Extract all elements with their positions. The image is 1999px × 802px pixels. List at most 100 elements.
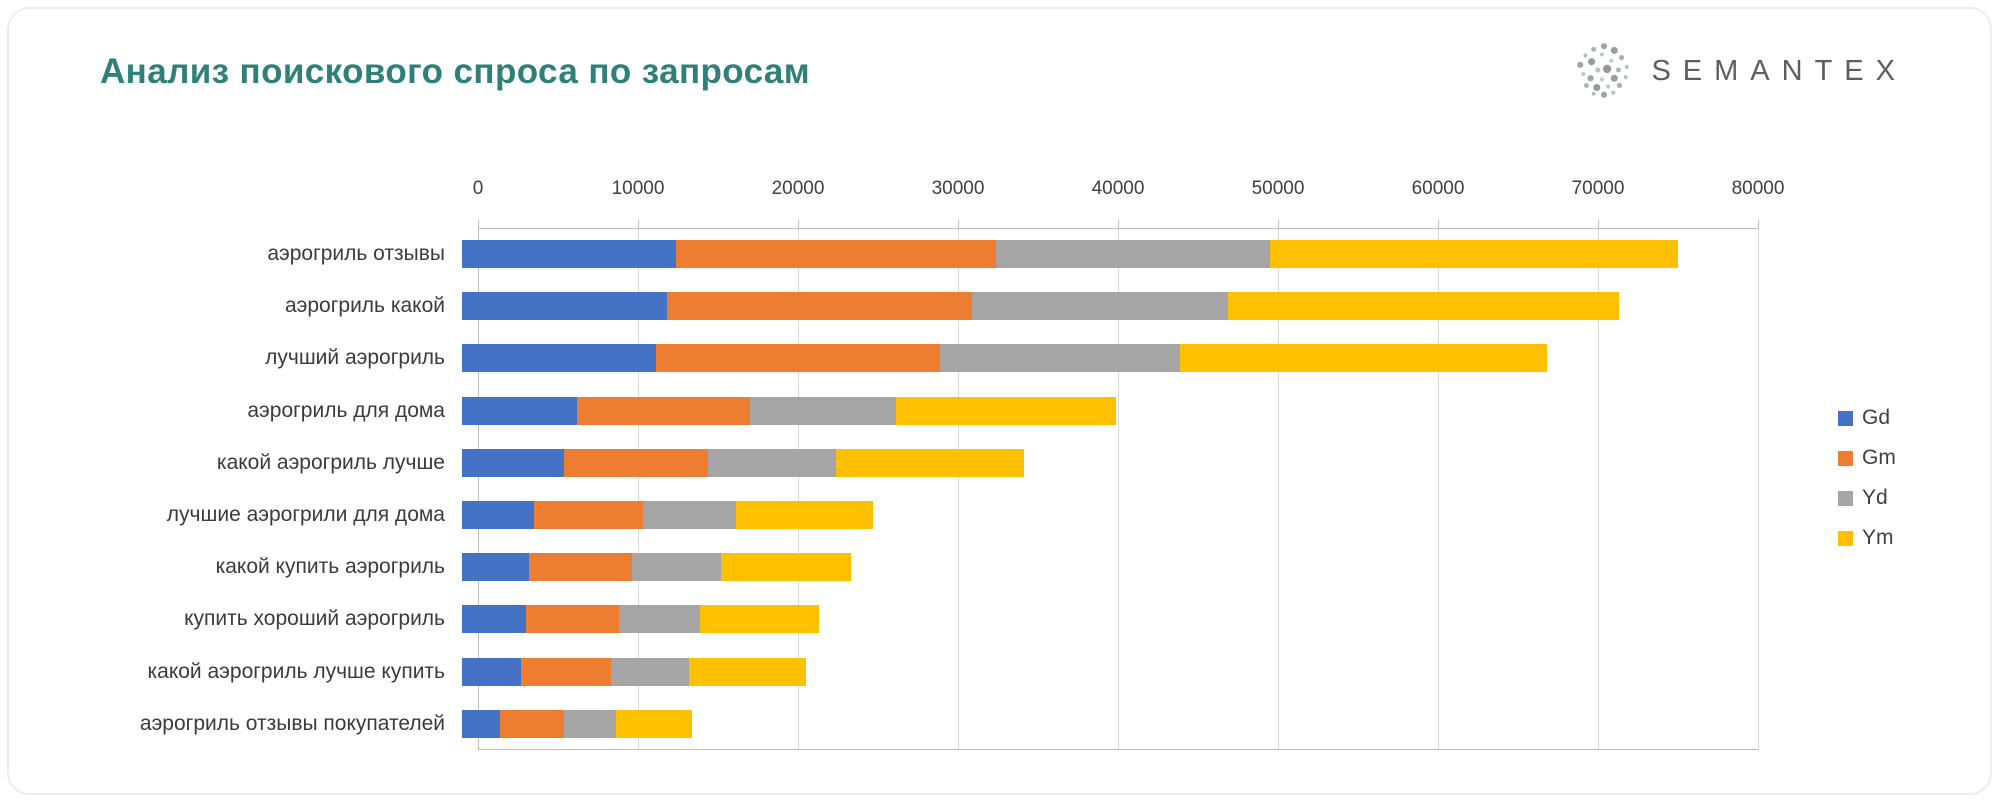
bar-segment-Gm: [521, 657, 611, 686]
x-axis-label: 60000: [1411, 178, 1465, 199]
bar-segment-Yd: [750, 396, 896, 425]
category-label: купить хороший аэрогриль: [184, 607, 445, 631]
axis-tickmark: [1758, 220, 1759, 229]
legend-item-Ym: Ym: [1838, 518, 1896, 558]
bar-segment-Yd: [642, 501, 736, 530]
bar-row: аэрогриль отзывы: [0, 228, 1758, 280]
bar-segment-Gm: [564, 448, 709, 477]
semantex-logo: SEMANTEX: [1573, 40, 1907, 102]
bar-segment-Gm: [500, 709, 565, 738]
category-label: какой аэрогриль лучше купить: [147, 659, 446, 683]
category-label: аэрогриль отзывы: [267, 242, 445, 266]
bar-segment-Ym: [1180, 344, 1547, 373]
x-axis-label: 0: [472, 178, 484, 199]
legend-swatch-icon: [1838, 410, 1853, 426]
x-axis-label: 80000: [1731, 178, 1785, 199]
legend-item-Gm: Gm: [1838, 438, 1896, 478]
bar-track: [462, 657, 1742, 686]
value-axis-line: [478, 229, 479, 749]
bar-segment-Ym: [1228, 292, 1619, 321]
category-label: лучшие аэрогрили для дома: [166, 503, 445, 527]
bar-segment-Yd: [564, 709, 616, 738]
gridline: [1278, 229, 1279, 749]
chart-rows: аэрогриль отзывы аэрогриль какой лучший аэ…: [0, 228, 1758, 750]
bar-segment-Gd: [462, 396, 578, 425]
bar-track: [462, 240, 1742, 269]
bar-segment-Gm: [526, 605, 619, 634]
bar-row: лучшие аэрогрили для дома: [0, 489, 1758, 541]
bar-row: аэрогриль отзывы покупателей: [0, 698, 1758, 750]
axis-tickmark: [958, 220, 959, 229]
x-axis-label: 70000: [1571, 178, 1625, 199]
bar-segment-Gm: [534, 501, 643, 530]
bar-row: аэрогриль какой: [0, 280, 1758, 332]
bar-segment-Gm: [577, 396, 750, 425]
bar-track: [462, 448, 1742, 477]
bar-segment-Gm: [529, 553, 632, 582]
bar-segment-Gd: [462, 240, 677, 269]
bar-row: какой аэрогриль лучше купить: [0, 646, 1758, 698]
page-title: Анализ поискового спроса по запросам: [100, 52, 811, 91]
legend-swatch-icon: [1838, 530, 1853, 546]
bar-segment-Yd: [972, 292, 1229, 321]
bar-segment-Gm: [676, 240, 997, 269]
gridline: [1438, 229, 1439, 749]
gridline: [798, 229, 799, 749]
category-label: аэрогриль отзывы покупателей: [139, 711, 445, 735]
legend-item-Yd: Yd: [1838, 478, 1896, 518]
legend-label: Gm: [1862, 446, 1896, 469]
bar-segment-Gd: [462, 448, 565, 477]
axis-tickmark: [798, 220, 799, 229]
bar-segment-Yd: [618, 605, 701, 634]
bar-track: [462, 553, 1742, 582]
bar-segment-Ym: [689, 657, 806, 686]
category-label: какой аэрогриль лучше: [216, 450, 445, 474]
bar-segment-Ym: [1270, 240, 1678, 269]
bar-segment-Gd: [462, 553, 530, 582]
bar-segment-Gd: [462, 709, 501, 738]
bar-segment-Gd: [462, 501, 534, 530]
bar-segment-Ym: [615, 709, 693, 738]
legend-item-Gd: Gd: [1838, 398, 1896, 438]
legend-label: Yd: [1862, 486, 1888, 509]
x-axis-label: 30000: [931, 178, 985, 199]
bar-segment-Yd: [996, 240, 1270, 269]
bar-segment-Ym: [700, 605, 819, 634]
axis-tickmark: [478, 220, 479, 229]
bar-segment-Gd: [462, 605, 526, 634]
axis-tickmark: [1438, 220, 1439, 229]
legend-label: Ym: [1862, 526, 1894, 549]
bar-segment-Yd: [631, 553, 722, 582]
category-label: аэрогриль для дома: [247, 398, 445, 422]
bar-segment-Yd: [610, 657, 690, 686]
bar-row: купить хороший аэрогриль: [0, 593, 1758, 645]
bar-row: аэрогриль для дома: [0, 385, 1758, 437]
legend: Gd Gm Yd Ym: [1838, 398, 1896, 558]
bar-row: лучший аэрогриль: [0, 332, 1758, 384]
bar-row: какой купить аэрогриль: [0, 541, 1758, 593]
bar-segment-Gd: [462, 344, 656, 373]
axis-tickmark: [1598, 220, 1599, 229]
bar-segment-Gd: [462, 657, 522, 686]
bar-track: [462, 501, 1742, 530]
bar-segment-Gm: [666, 292, 973, 321]
axis-tickmark: [1118, 220, 1119, 229]
bar-track: [462, 292, 1742, 321]
x-axis: 0 10000 20000 30000 40000 50000 60000 70000 8000…: [473, 178, 1785, 208]
gridline: [638, 229, 639, 749]
legend-label: Gd: [1862, 406, 1891, 429]
plot-area: [478, 220, 1759, 750]
x-axis-label: 40000: [1091, 178, 1145, 199]
gridline: [1118, 229, 1119, 749]
semantex-logo-icon: [1577, 43, 1630, 98]
axis-tickmark: [1278, 220, 1279, 229]
legend-swatch-icon: [1838, 450, 1853, 466]
bar-segment-Yd: [708, 448, 837, 477]
x-axis-label: 50000: [1251, 178, 1305, 199]
category-label: какой купить аэрогриль: [215, 555, 445, 579]
bar-segment-Ym: [735, 501, 874, 530]
bar-segment-Gd: [462, 292, 667, 321]
category-label: лучший аэрогриль: [265, 346, 445, 370]
bar-track: [462, 605, 1742, 634]
